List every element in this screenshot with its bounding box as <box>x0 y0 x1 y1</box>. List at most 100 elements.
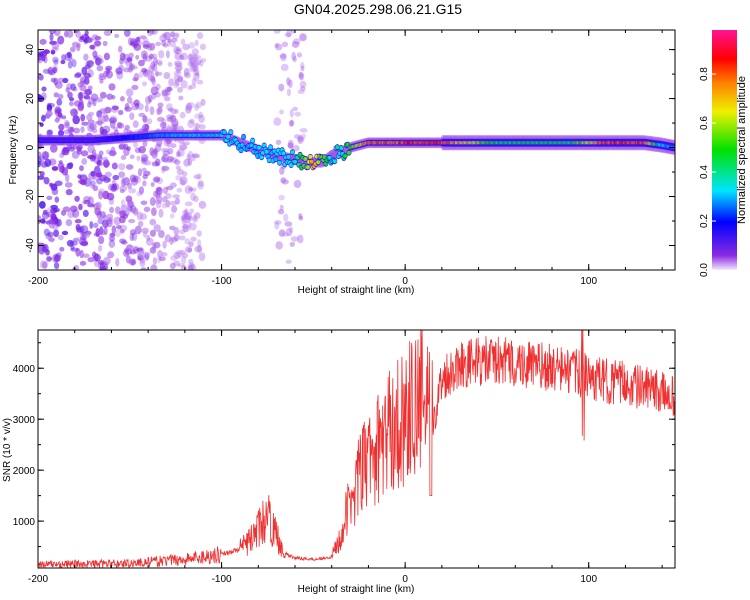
noise-blob <box>108 117 117 124</box>
noise-blob <box>60 59 66 65</box>
colorbar-tick-label: 0.6 <box>699 116 710 130</box>
noise-blob <box>124 103 130 111</box>
noise-blob <box>141 158 146 163</box>
noise-blob <box>106 219 113 224</box>
noise-blob <box>111 162 118 170</box>
noise-blob <box>115 206 121 215</box>
noise-blob <box>119 185 128 192</box>
noise-blob <box>94 153 103 160</box>
noise-blob <box>38 156 42 165</box>
noise-blob <box>62 206 71 212</box>
noise-blob <box>196 244 203 254</box>
noise-blob <box>153 176 161 183</box>
noise-blob <box>187 158 193 166</box>
spectrogram <box>38 30 675 270</box>
noise-blob <box>177 76 184 82</box>
noise-blob <box>67 126 73 134</box>
noise-blob <box>124 248 133 255</box>
ridge-core <box>267 158 272 163</box>
noise-blob <box>300 65 305 72</box>
noise-blob <box>97 244 103 252</box>
noise-blob <box>53 59 59 65</box>
noise-blob <box>134 175 141 184</box>
noise-blob <box>177 87 183 93</box>
noise-blob <box>292 106 298 111</box>
noise-blob <box>178 235 186 241</box>
noise-blob <box>127 106 133 112</box>
noise-blob <box>136 211 144 221</box>
noise-blob <box>119 189 125 194</box>
noise-blob <box>183 212 191 220</box>
noise-blob <box>169 213 175 219</box>
noise-blob <box>275 43 283 51</box>
noise-blob <box>290 30 296 34</box>
noise-blob <box>173 46 180 55</box>
noise-blob <box>46 211 54 218</box>
noise-blob <box>83 233 91 238</box>
noise-blob <box>170 255 178 261</box>
noise-blob <box>286 30 292 38</box>
noise-blob <box>179 111 186 119</box>
noise-blob <box>173 74 180 82</box>
noise-blob <box>54 196 60 203</box>
noise-blob <box>54 180 63 187</box>
noise-blob <box>90 93 99 101</box>
noise-blob <box>61 54 67 61</box>
noise-blob <box>174 109 179 114</box>
noise-blob <box>106 213 114 220</box>
noise-blob <box>161 153 170 163</box>
noise-blob <box>194 103 200 111</box>
noise-blob <box>57 35 65 45</box>
noise-blob <box>92 50 98 58</box>
noise-blob <box>170 143 177 149</box>
noise-blob <box>189 208 195 214</box>
snr-xlabel: Height of straight line (km) <box>298 584 415 595</box>
noise-blob <box>57 93 64 100</box>
noise-blob <box>197 181 205 190</box>
noise-blob <box>139 35 147 40</box>
noise-blob <box>187 85 193 91</box>
noise-blob <box>192 53 198 61</box>
noise-blob <box>72 209 80 218</box>
noise-blob <box>54 262 60 270</box>
ridge-core <box>260 150 265 155</box>
noise-blob <box>193 212 201 220</box>
noise-blob <box>96 65 104 72</box>
noise-blob <box>43 177 50 185</box>
noise-blob <box>46 256 53 261</box>
noise-blob <box>285 227 293 237</box>
noise-blob <box>50 183 58 191</box>
noise-blob <box>181 214 188 221</box>
noise-blob <box>186 215 194 221</box>
noise-blob <box>179 54 185 61</box>
noise-blob <box>175 249 184 258</box>
noise-blob <box>190 236 197 242</box>
noise-blob <box>158 106 163 113</box>
noise-blob <box>144 252 150 260</box>
noise-blob <box>98 190 104 200</box>
noise-blob <box>193 69 200 75</box>
noise-blob <box>141 157 146 165</box>
noise-blob <box>98 259 105 266</box>
noise-blob <box>98 235 105 245</box>
x-tick-label: -200 <box>28 276 48 287</box>
noise-blob <box>275 139 282 145</box>
noise-blob <box>148 53 154 60</box>
noise-blob <box>193 56 199 62</box>
noise-blob <box>180 215 186 222</box>
noise-blob <box>296 52 303 58</box>
noise-blob <box>193 65 199 73</box>
noise-blob <box>287 142 294 149</box>
noise-blob <box>188 241 194 248</box>
noise-blob <box>50 49 56 55</box>
x-tick-label: 0 <box>402 574 408 585</box>
ridge-core <box>268 145 273 150</box>
noise-blob <box>135 54 140 60</box>
noise-blob <box>50 144 58 153</box>
noise-blob <box>199 58 207 63</box>
ridge-core <box>222 130 227 135</box>
noise-blob <box>70 83 76 91</box>
noise-blob <box>74 195 80 202</box>
ridge-core <box>332 159 337 164</box>
